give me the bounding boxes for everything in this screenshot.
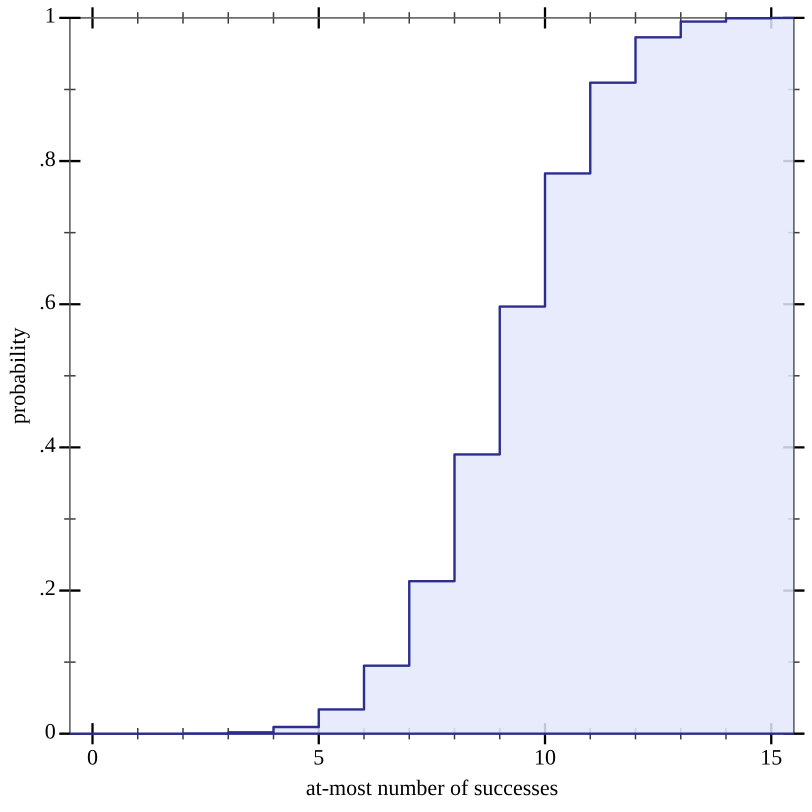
svg-text:15: 15 <box>760 745 782 770</box>
svg-text:probability: probability <box>5 328 30 425</box>
svg-text:0: 0 <box>87 745 98 770</box>
svg-text:.2: .2 <box>39 575 56 600</box>
svg-text:0: 0 <box>45 718 56 743</box>
svg-text:.6: .6 <box>39 289 56 314</box>
svg-text:5: 5 <box>313 745 324 770</box>
svg-text:10: 10 <box>534 745 556 770</box>
svg-text:.8: .8 <box>39 146 56 171</box>
svg-text:1: 1 <box>45 3 56 28</box>
svg-text:at-most number of successes: at-most number of successes <box>306 775 558 800</box>
svg-text:.4: .4 <box>39 432 56 457</box>
